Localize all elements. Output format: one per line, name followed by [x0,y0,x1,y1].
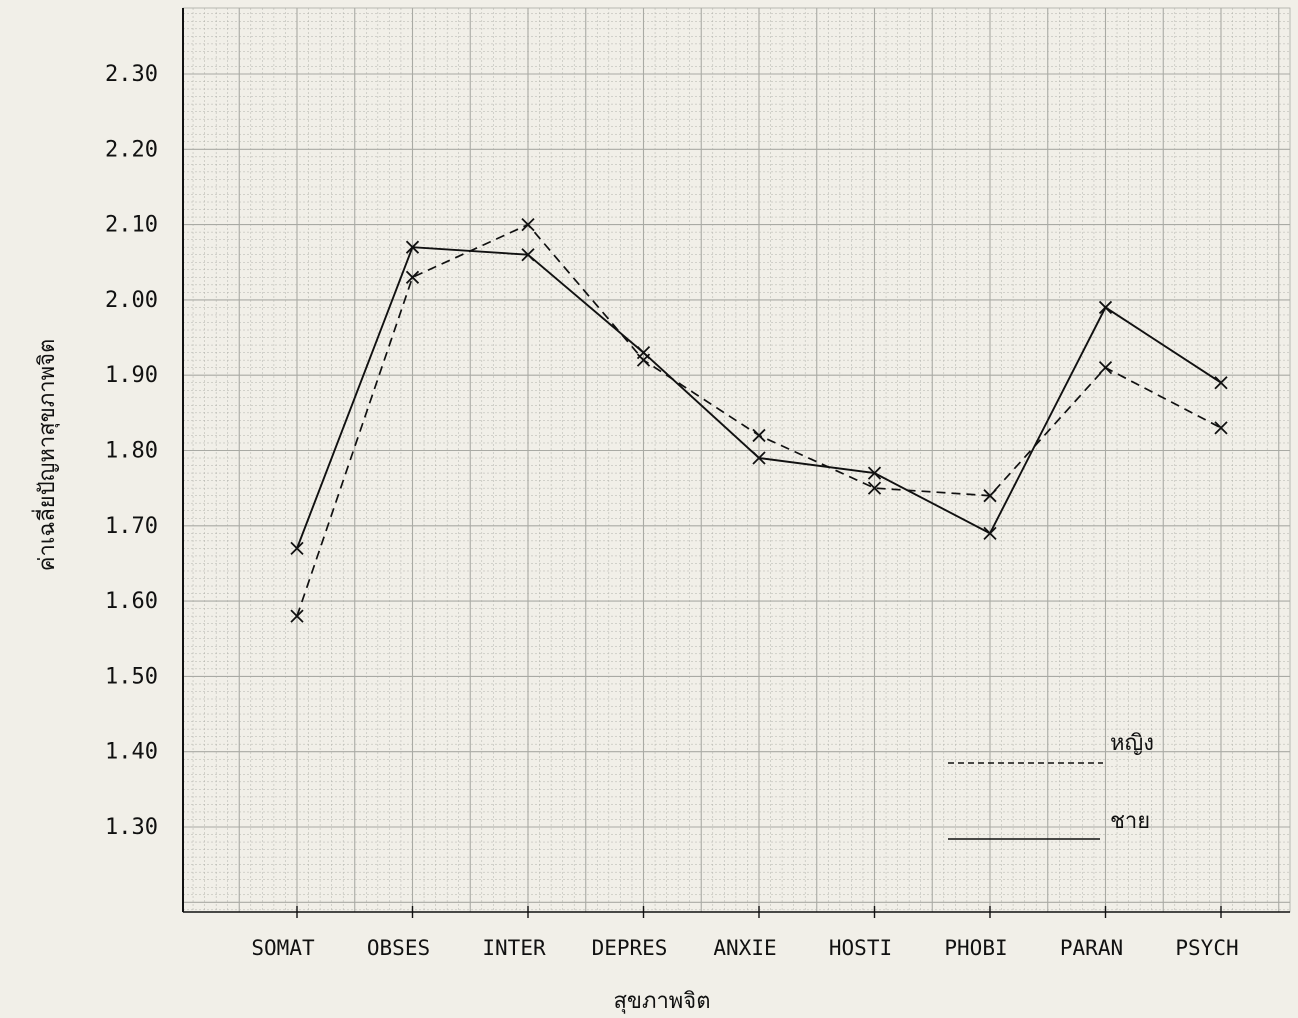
y-tick-label: 1.40 [105,740,158,765]
data-point-series-0 [521,217,535,232]
data-point-stroke [752,428,766,443]
x-tick-label: OBSES [367,936,430,960]
y-tick-labels: 2.30 2.20 2.10 2.00 1.90 1.80 1.70 1.60 1.50 1.40… [105,62,158,840]
data-point-stroke [1098,300,1113,315]
legend-label-male: ชาย [1110,809,1150,834]
data-point-series-0 [867,481,882,495]
data-point-stroke [1214,421,1228,435]
data-point-stroke [867,466,882,480]
data-point-series-1 [983,526,997,540]
x-tick-label: PARAN [1060,936,1123,960]
legend-label-female: หญิง [1110,731,1154,756]
y-tick-label: 2.00 [105,288,158,313]
x-tick-label: PHOBI [944,936,1007,960]
data-point-stroke [636,345,651,360]
y-axis-title: ค่าเฉลี่ยปัญหาสุขภาพจิต [31,339,60,572]
axes [182,8,1290,918]
y-tick-label: 1.90 [105,363,158,388]
x-tick-label: INTER [482,936,546,960]
plot-frame [182,7,1291,913]
data-point-stroke [290,541,304,556]
data-point-stroke [752,451,766,465]
data-point-stroke [521,217,535,232]
x-tick-label: ANXIE [713,936,776,960]
data-point-stroke [405,240,420,254]
data-point-stroke [290,609,304,623]
data-point-series-0 [290,609,304,623]
y-tick-label: 1.80 [105,439,158,464]
data-point-series-1 [636,345,651,360]
data-point-series-0 [405,270,420,284]
y-tick-label: 2.20 [105,137,158,162]
data-point-series-1 [867,466,882,480]
data-point-series-0 [983,489,997,503]
x-axis-title: สุขภาพจิต [613,989,710,1014]
data-point-stroke [405,270,420,284]
data-point-stroke [1098,361,1113,375]
data-point-series-1 [752,451,766,465]
legend: หญิง ชาย [948,731,1154,840]
data-points [290,217,1228,623]
x-tick-label: DEPRES [592,936,668,960]
x-tick-label: PSYCH [1175,936,1238,960]
data-point-series-0 [752,428,766,443]
data-point-stroke [521,248,535,262]
grid [182,7,1291,913]
data-point-stroke [867,481,882,495]
y-tick-label: 1.50 [105,664,158,689]
data-point-series-1 [405,240,420,254]
y-tick-label: 1.30 [105,815,158,840]
y-tick-label: 2.10 [105,213,158,238]
data-point-series-0 [1214,421,1228,435]
data-point-series-1 [1098,300,1113,315]
data-point-stroke [983,526,997,540]
data-point-stroke [1214,376,1228,390]
y-tick-label: 1.60 [105,589,158,614]
x-tick-labels: SOMAT OBSES INTER DEPRES ANXIE HOSTI PHOBI PARA… [251,936,1238,960]
data-point-series-1 [521,248,535,262]
data-point-series-1 [290,541,304,556]
x-tick-label: SOMAT [251,936,315,960]
x-tick-label: HOSTI [829,936,892,960]
data-point-stroke [983,489,997,503]
data-point-series-0 [1098,361,1113,375]
y-tick-label: 2.30 [105,62,158,87]
data-point-series-1 [1214,376,1228,390]
y-tick-label: 1.70 [105,514,158,539]
